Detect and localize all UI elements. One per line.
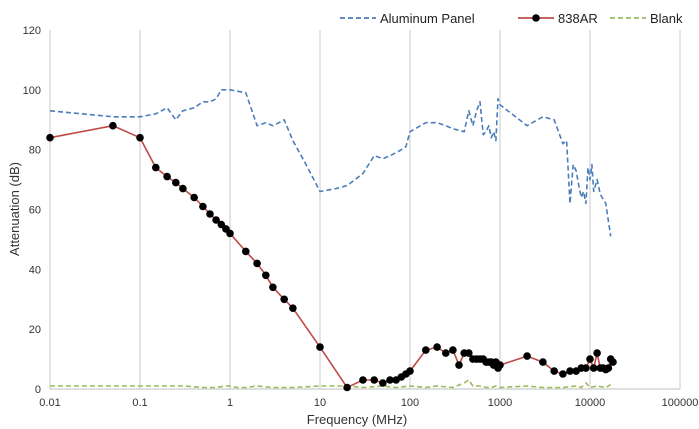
grid-lines xyxy=(49,30,681,389)
data-point xyxy=(449,346,457,354)
data-point xyxy=(172,178,180,187)
data-point xyxy=(406,367,414,375)
data-point xyxy=(109,121,117,130)
data-point xyxy=(190,193,198,202)
data-point xyxy=(212,216,220,224)
data-point xyxy=(593,349,601,357)
data-point xyxy=(206,210,214,218)
data-point xyxy=(609,358,617,366)
data-point xyxy=(163,172,171,181)
y-tick-label: 80 xyxy=(29,145,41,157)
data-point xyxy=(433,343,441,351)
x-tick-label: 10 xyxy=(314,397,326,409)
data-point xyxy=(422,346,430,354)
legend-label: 838AR xyxy=(558,11,598,26)
data-point xyxy=(523,352,531,360)
data-point xyxy=(586,355,594,363)
data-point xyxy=(550,367,558,375)
data-point xyxy=(359,376,367,384)
data-point xyxy=(136,133,144,142)
y-tick-label: 100 xyxy=(23,85,41,97)
legend-label: Blank xyxy=(650,11,683,26)
y-axis: 0 20 40 60 80 100 120 xyxy=(23,25,41,396)
data-point xyxy=(559,370,567,378)
data-point xyxy=(604,364,613,372)
data-point xyxy=(386,376,394,384)
x-tick-label: 100000 xyxy=(662,397,699,409)
series-layer xyxy=(46,89,617,392)
data-point xyxy=(253,259,261,268)
data-point xyxy=(242,247,250,256)
x-axis-title: Frequency (MHz) xyxy=(307,412,407,427)
data-point xyxy=(179,184,187,193)
legend-label: Aluminum Panel xyxy=(380,11,475,26)
data-point xyxy=(262,271,270,280)
y-tick-label: 40 xyxy=(29,264,41,276)
x-axis: 0.01 0.1 1 10 100 1000 10000 100000 xyxy=(39,388,699,409)
x-tick-label: 0.01 xyxy=(39,397,60,409)
series-line xyxy=(50,379,612,389)
series-aluminum-panel xyxy=(49,89,612,237)
data-point xyxy=(455,361,463,369)
data-point xyxy=(199,202,207,211)
data-point xyxy=(566,367,574,375)
data-point xyxy=(539,358,547,366)
x-tick-label: 10000 xyxy=(575,397,606,409)
data-point xyxy=(496,361,504,369)
data-point xyxy=(442,349,450,357)
data-point xyxy=(370,376,379,384)
series-line xyxy=(49,89,612,237)
x-tick-label: 0.1 xyxy=(132,397,147,409)
series-838ar xyxy=(46,121,617,392)
y-tick-label: 120 xyxy=(23,25,41,37)
data-point xyxy=(465,349,473,357)
legend: Aluminum Panel 838AR Blank xyxy=(340,11,683,26)
data-point xyxy=(269,283,277,292)
legend-item: 838AR xyxy=(518,11,598,26)
data-point xyxy=(280,295,289,304)
x-tick-label: 1 xyxy=(227,397,233,409)
y-tick-label: 0 xyxy=(35,384,41,396)
data-point xyxy=(46,133,54,142)
data-point xyxy=(582,364,590,372)
data-point xyxy=(226,229,234,238)
y-axis-title: Attenuation (dB) xyxy=(7,162,22,256)
legend-marker xyxy=(532,14,540,22)
data-point xyxy=(343,383,351,392)
data-point xyxy=(289,304,297,313)
data-point xyxy=(152,163,160,172)
data-point xyxy=(589,364,598,372)
x-tick-label: 1000 xyxy=(488,397,512,409)
y-tick-label: 60 xyxy=(29,205,41,217)
y-tick-label: 20 xyxy=(29,324,41,336)
legend-item: Aluminum Panel xyxy=(340,11,475,26)
legend-item: Blank xyxy=(610,11,683,26)
data-point xyxy=(379,379,387,387)
data-point xyxy=(316,343,324,351)
series-line xyxy=(49,124,614,389)
series-blank xyxy=(50,379,612,389)
x-tick-label: 100 xyxy=(401,397,419,409)
